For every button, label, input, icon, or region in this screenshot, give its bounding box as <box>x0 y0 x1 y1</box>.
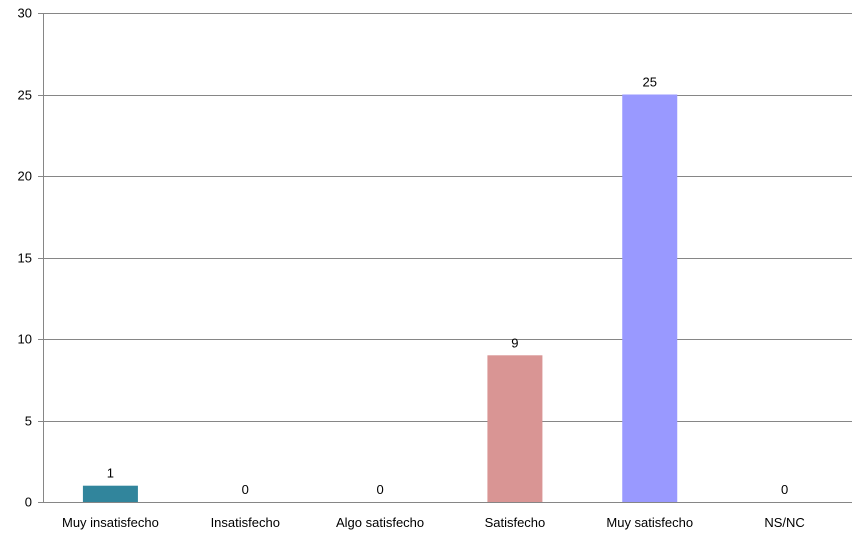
data-label: 0 <box>781 482 788 497</box>
y-tick-label: 15 <box>18 251 32 266</box>
x-tick-label: Algo satisfecho <box>336 515 424 530</box>
data-label: 0 <box>376 482 383 497</box>
data-label: 9 <box>511 335 518 350</box>
y-tick-label: 10 <box>18 332 32 347</box>
y-tick-label: 25 <box>18 88 32 103</box>
y-tick-label: 20 <box>18 169 32 184</box>
x-tick-label: Satisfecho <box>485 515 546 530</box>
x-tick-label: Insatisfecho <box>211 515 280 530</box>
bar <box>622 94 678 502</box>
y-tick-label: 5 <box>25 414 32 429</box>
x-tick-label: NS/NC <box>764 515 804 530</box>
data-label: 25 <box>643 75 657 90</box>
bar <box>487 355 543 502</box>
y-tick-label: 30 <box>18 6 32 21</box>
y-tick-label: 0 <box>25 495 32 510</box>
gridlines <box>38 13 852 503</box>
x-tick-label: Muy satisfecho <box>606 515 693 530</box>
data-label: 0 <box>242 482 249 497</box>
data-labels: 1 0 0 9 25 0 <box>107 75 788 498</box>
x-tick-label: Muy insatisfecho <box>62 515 159 530</box>
bar <box>82 485 138 502</box>
x-axis-ticks: Muy insatisfecho Insatisfecho Algo satisfe… <box>62 515 805 530</box>
data-label: 1 <box>107 466 114 481</box>
y-axis-ticks: 0 5 10 15 20 25 30 <box>18 6 32 510</box>
bars <box>82 94 678 502</box>
